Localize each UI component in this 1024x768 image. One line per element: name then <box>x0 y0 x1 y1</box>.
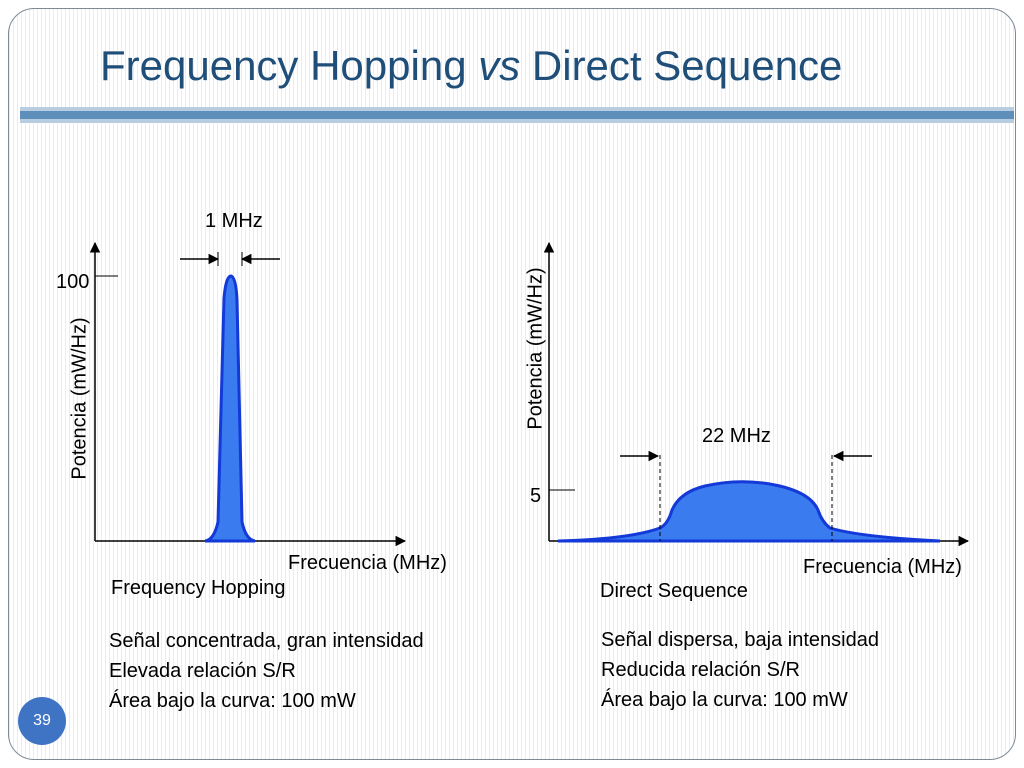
slide <box>8 8 1016 760</box>
right-note-2: Reducida relación S/R <box>601 659 800 681</box>
right-signal-curve <box>557 480 941 543</box>
left-note-3: Área bajo la curva: 100 mW <box>109 690 356 712</box>
right-x-axis-label: Frecuencia (MHz) <box>803 556 962 578</box>
left-signal-curve <box>204 274 256 543</box>
right-caption: Direct Sequence <box>600 580 748 602</box>
left-y-axis-label: Potencia (mW/Hz) <box>68 317 91 480</box>
page-number-badge: 39 <box>18 697 66 745</box>
right-note-3: Área bajo la curva: 100 mW <box>601 689 848 711</box>
right-bandwidth-label: 22 MHz <box>702 425 771 447</box>
slide-title: Frequency Hopping vs Direct Sequence <box>100 42 842 90</box>
left-notes: Señal concentrada, gran intensidad Eleva… <box>109 626 424 716</box>
left-caption: Frequency Hopping <box>111 577 286 599</box>
left-x-axis-label: Frecuencia (MHz) <box>288 552 447 574</box>
left-bandwidth-label: 1 MHz <box>205 210 263 232</box>
left-note-2: Elevada relación S/R <box>109 660 296 682</box>
right-y-axis-label: Potencia (mW/Hz) <box>524 267 547 430</box>
right-ytick-label: 5 <box>530 485 542 507</box>
right-notes: Señal dispersa, baja intensidad Reducida… <box>601 625 879 715</box>
title-main: Frequency Hopping <box>100 42 467 89</box>
left-ytick-label: 100 <box>56 271 90 293</box>
title-italic: vs <box>478 42 521 89</box>
title-divider <box>20 107 1014 123</box>
right-note-1: Señal dispersa, baja intensidad <box>601 629 879 651</box>
title-rest: Direct Sequence <box>531 42 843 89</box>
left-note-1: Señal concentrada, gran intensidad <box>109 630 424 652</box>
